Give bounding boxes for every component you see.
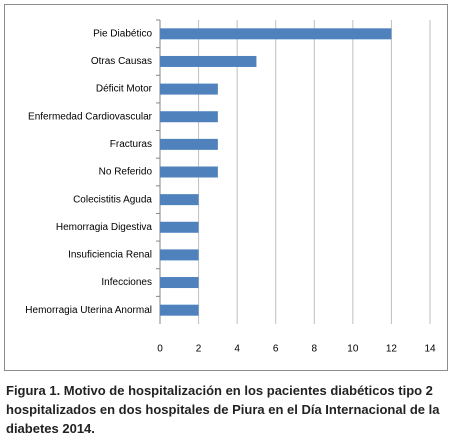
- y-tick-label: Fracturas: [110, 139, 152, 150]
- bar: [160, 194, 199, 206]
- bar: [160, 55, 257, 67]
- y-tick-label: No Referido: [99, 167, 153, 178]
- y-tick-label: Pie Diabético: [93, 28, 152, 39]
- y-tick-label: Hemorragia Digestiva: [56, 222, 153, 233]
- x-tick-label: 0: [157, 344, 163, 355]
- chart: 0 2 4 6 8 10 12 14 Pie Diabético Otras Causas Défi…: [25, 19, 436, 355]
- bar: [160, 221, 199, 233]
- x-tick-label: 12: [386, 344, 398, 355]
- bar: [160, 277, 199, 289]
- y-tick-label: Déficit Motor: [96, 84, 153, 95]
- bar: [160, 28, 392, 40]
- y-tick-label: Colecistitis Aguda: [73, 194, 152, 205]
- y-tick-label: Enfermedad Cardiovascular: [28, 111, 153, 122]
- bar: [160, 138, 218, 150]
- y-tick-label: Otras Causas: [91, 56, 152, 67]
- y-tick-label: Insuficiencia Renal: [68, 250, 152, 261]
- x-tick-label: 14: [424, 344, 436, 355]
- x-tick-label: 4: [234, 344, 240, 355]
- x-tick-label: 10: [347, 344, 359, 355]
- y-tick-label: Infecciones: [101, 277, 152, 288]
- bar: [160, 304, 199, 316]
- bar: [160, 166, 218, 178]
- x-tick-label: 6: [273, 344, 279, 355]
- chart-frame: [4, 4, 448, 371]
- bar: [160, 83, 218, 95]
- bar: [160, 111, 218, 123]
- x-tick-label: 8: [312, 344, 318, 355]
- y-tick-label: Hemorragia Uterina Anormal: [25, 305, 152, 316]
- x-tick-label: 2: [196, 344, 202, 355]
- caption: Figura 1. Motivo de hospitalización en l…: [6, 383, 440, 436]
- bar: [160, 249, 199, 261]
